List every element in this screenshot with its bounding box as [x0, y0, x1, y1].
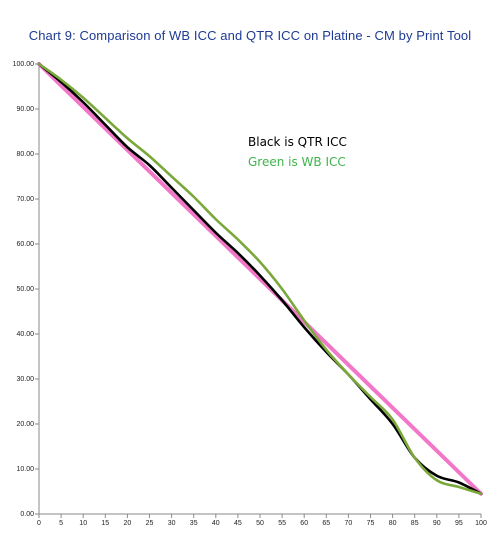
- wb-icc-line: [37, 62, 483, 496]
- x-tick-label: 75: [367, 520, 375, 527]
- x-tick-label: 65: [322, 520, 330, 527]
- x-tick-label: 90: [433, 520, 441, 527]
- x-tick-label: 95: [455, 520, 463, 527]
- y-tick-label: 50.00: [16, 286, 34, 293]
- x-tick-label: 5: [59, 520, 63, 527]
- y-tick-label: 80.00: [16, 151, 34, 158]
- y-tick-label: 0.00: [20, 511, 34, 518]
- y-tick-label: 20.00: [16, 421, 34, 428]
- x-tick-label: 100: [475, 520, 487, 527]
- x-tick-label: 45: [234, 520, 242, 527]
- x-tick-label: 85: [411, 520, 419, 527]
- x-tick-label: 70: [345, 520, 353, 527]
- x-tick-label: 15: [101, 520, 109, 527]
- annotation-qtr: Black is QTR ICC: [248, 135, 347, 149]
- y-tick-label: 100.00: [13, 61, 35, 68]
- x-tick-label: 55: [278, 520, 286, 527]
- x-tick-label: 20: [124, 520, 132, 527]
- x-tick-label: 80: [389, 520, 397, 527]
- x-tick-label: 25: [146, 520, 154, 527]
- reference-line: [37, 62, 483, 496]
- annotation-wb: Green is WB ICC: [248, 155, 346, 169]
- x-tick-label: 35: [190, 520, 198, 527]
- chart-title: Chart 9: Comparison of WB ICC and QTR IC…: [28, 28, 472, 43]
- x-tick-label: 40: [212, 520, 220, 527]
- x-tick-label: 60: [300, 520, 308, 527]
- x-tick-label: 10: [79, 520, 87, 527]
- y-tick-label: 70.00: [16, 196, 34, 203]
- y-tick-label: 10.00: [16, 466, 34, 473]
- x-tick-label: 50: [256, 520, 264, 527]
- x-tick-label: 30: [168, 520, 176, 527]
- y-tick-label: 30.00: [16, 376, 34, 383]
- y-tick-label: 40.00: [16, 331, 34, 338]
- x-tick-label: 0: [37, 520, 41, 527]
- y-tick-label: 90.00: [16, 106, 34, 113]
- y-tick-label: 60.00: [16, 241, 34, 248]
